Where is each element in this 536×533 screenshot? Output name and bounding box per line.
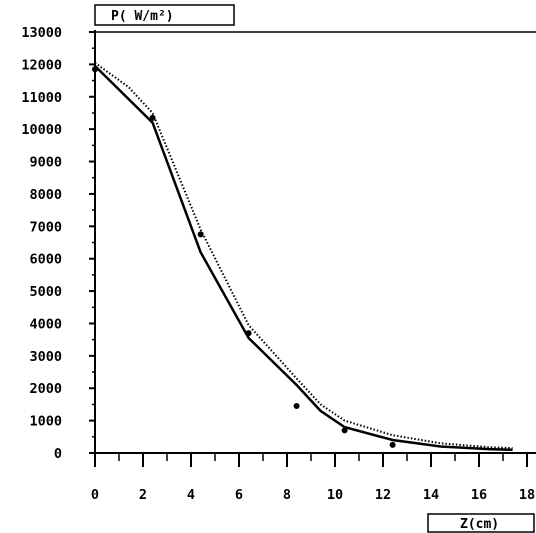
- y-tick-label: 0: [54, 446, 62, 462]
- chart-frame: [94, 30, 536, 454]
- y-tick-label: 8000: [29, 187, 62, 203]
- y-axis: 0 1000 2000 3000 4000 5000 6000 7000 8000 9000 100…: [21, 25, 95, 462]
- data-point: [92, 66, 98, 73]
- x-tick-label: 14: [423, 487, 439, 503]
- y-tick-label: 3000: [29, 349, 62, 365]
- x-axis-label: Z(cm): [460, 517, 499, 532]
- y-tick-label: 6000: [29, 252, 62, 268]
- y-tick-label: 10000: [21, 122, 62, 138]
- x-tick-label: 8: [283, 487, 291, 503]
- y-tick-label: 12000: [21, 57, 62, 73]
- x-tick-label: 4: [187, 487, 195, 503]
- data-point: [341, 427, 348, 434]
- x-tick-label: 0: [91, 487, 99, 503]
- data-point: [389, 441, 396, 448]
- data-point: [149, 114, 156, 121]
- y-tick-label: 9000: [29, 155, 62, 171]
- x-tick-label: 16: [471, 487, 487, 503]
- x-tick-label: 6: [235, 487, 243, 503]
- data-point: [293, 403, 300, 410]
- y-tick-label: 1000: [29, 414, 62, 430]
- x-axis-label-box: Z(cm): [427, 513, 535, 533]
- y-tick-label: 11000: [21, 90, 62, 106]
- y-tick-label: 13000: [21, 25, 62, 41]
- x-tick-label: 18: [519, 487, 535, 503]
- data-point: [197, 231, 204, 238]
- data-point: [245, 330, 252, 337]
- y-tick-label: 7000: [29, 219, 62, 235]
- x-tick-label: 2: [139, 487, 147, 503]
- y-axis-label: P( W/m²): [111, 9, 174, 24]
- x-tick-label: 10: [327, 487, 343, 503]
- y-tick-label: 2000: [29, 381, 62, 397]
- y-tick-label: 4000: [29, 316, 62, 332]
- plot-area: [92, 61, 513, 452]
- y-axis-label-box: P( W/m²): [94, 4, 235, 26]
- x-axis: 0 2 4 6 8 10 12 14 16 18: [91, 453, 535, 503]
- y-tick-label: 5000: [29, 284, 62, 300]
- dotted-curve: [94, 61, 513, 450]
- solid-curve: [94, 65, 513, 452]
- x-tick-label: 12: [375, 487, 391, 503]
